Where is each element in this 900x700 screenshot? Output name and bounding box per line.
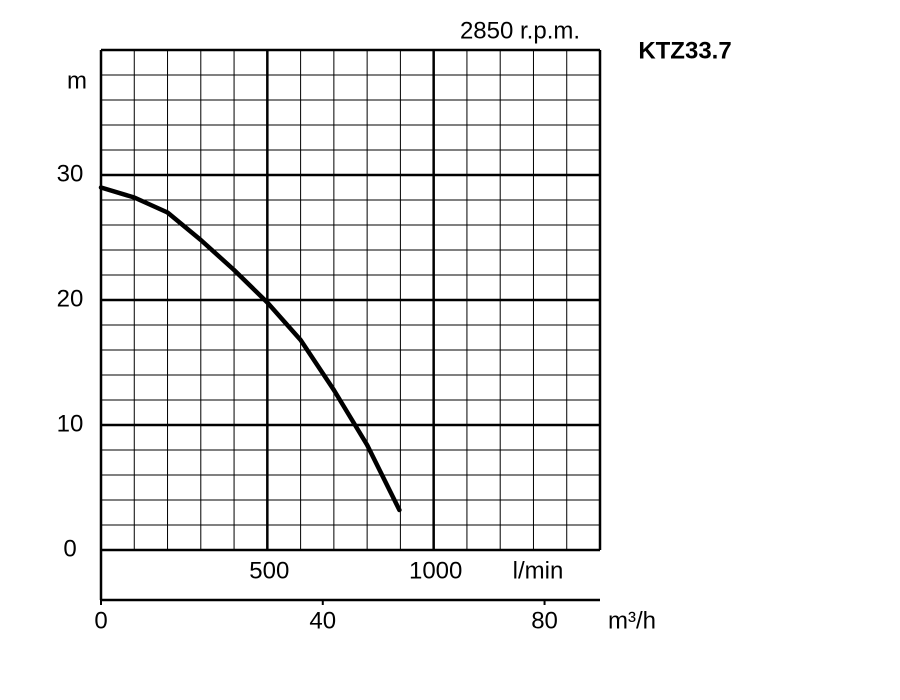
x2-axis-label: m³/h xyxy=(608,607,656,634)
x-tick-label: 1000 xyxy=(409,557,462,584)
x2-tick-label: 40 xyxy=(309,607,336,634)
y-tick-label: 0 xyxy=(63,535,76,562)
chart-subtitle: 2850 r.p.m. xyxy=(460,17,580,44)
x2-tick-label: 80 xyxy=(531,607,558,634)
y-axis-label: m xyxy=(67,67,87,94)
y-tick-label: 20 xyxy=(57,285,84,312)
curve xyxy=(98,185,402,513)
x-axis-label: l/min xyxy=(513,557,564,584)
x2-tick-label: 0 xyxy=(94,607,107,634)
chart-title: KTZ33.7 xyxy=(638,37,731,64)
y-tick-label: 30 xyxy=(57,160,84,187)
y-tick-label: 10 xyxy=(57,410,84,437)
x-tick-label: 500 xyxy=(249,557,289,584)
